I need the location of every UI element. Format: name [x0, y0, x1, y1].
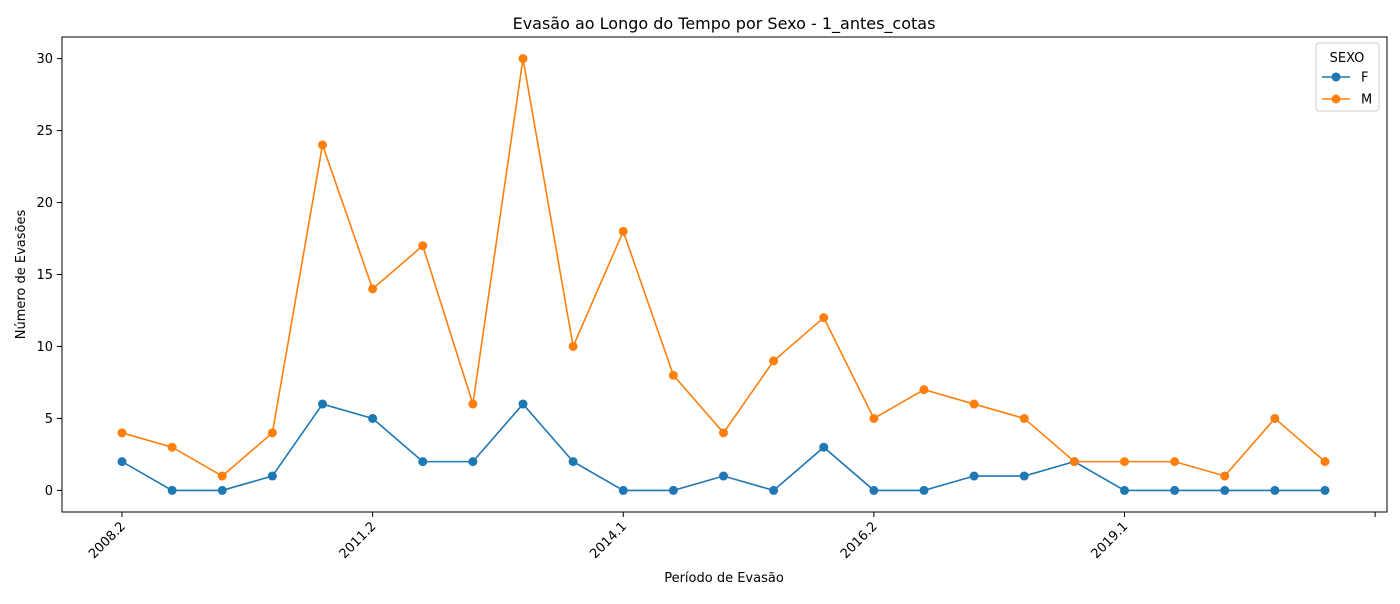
data-point — [318, 399, 327, 409]
data-point — [418, 241, 428, 251]
y-tick-label: 15 — [36, 268, 53, 283]
x-tick-label: 2014.1 — [587, 519, 630, 562]
data-point — [869, 413, 879, 423]
data-point — [1170, 485, 1180, 495]
data-point — [919, 485, 929, 495]
data-point — [1270, 413, 1280, 423]
legend-title: SEXO — [1330, 51, 1365, 66]
data-point — [819, 442, 829, 452]
data-point — [318, 140, 327, 150]
y-tick-label: 0 — [45, 484, 53, 499]
data-point — [1270, 485, 1280, 495]
y-tick-label: 5 — [45, 412, 53, 427]
y-axis-label: Número de Evasões — [14, 210, 29, 340]
data-point — [668, 370, 678, 380]
data-point — [869, 485, 879, 495]
data-point — [368, 284, 378, 294]
data-point — [1120, 457, 1129, 467]
data-point — [1220, 471, 1230, 481]
data-point — [668, 485, 678, 495]
data-point — [618, 485, 628, 495]
data-point — [368, 413, 378, 423]
legend-label: M — [1361, 93, 1372, 108]
data-point — [719, 471, 728, 481]
y-tick-label: 20 — [36, 196, 53, 211]
data-point — [468, 399, 478, 409]
legend-marker — [1331, 94, 1341, 104]
data-point — [1320, 457, 1330, 467]
plot-area — [61, 36, 1388, 513]
data-point — [1019, 471, 1029, 481]
data-point — [618, 226, 628, 236]
data-point — [518, 399, 528, 409]
data-point — [1320, 485, 1330, 495]
data-point — [568, 457, 578, 467]
y-tick-label: 30 — [36, 52, 53, 67]
x-axis-label: Período de Evasão — [664, 571, 784, 586]
data-point — [167, 485, 177, 495]
y-tick-label: 10 — [36, 340, 53, 355]
legend-label: F — [1361, 71, 1368, 86]
data-point — [117, 428, 127, 438]
data-point — [969, 471, 979, 481]
data-point — [819, 313, 829, 323]
data-point — [1120, 485, 1129, 495]
data-point — [468, 457, 478, 467]
legend: SEXO FM — [1315, 42, 1380, 112]
x-tick-label: 2016.2 — [838, 519, 881, 562]
chart-title: Evasão ao Longo do Tempo por Sexo - 1_an… — [513, 14, 936, 34]
series-M — [117, 54, 1330, 481]
x-tick-label: 2011.2 — [337, 519, 380, 562]
data-point — [167, 442, 177, 452]
x-tick-label: 2008.2 — [86, 519, 129, 562]
data-point — [267, 428, 277, 438]
data-point — [1019, 413, 1029, 423]
data-point — [969, 399, 979, 409]
series-F — [117, 399, 1330, 495]
legend-marker — [1331, 72, 1341, 82]
data-point — [217, 471, 227, 481]
y-tick-label: 25 — [36, 124, 53, 139]
data-point — [117, 457, 127, 467]
data-point — [1170, 457, 1180, 467]
data-point — [769, 356, 779, 366]
data-point — [418, 457, 428, 467]
data-point — [568, 341, 578, 351]
data-point — [919, 385, 929, 395]
data-point — [769, 485, 779, 495]
data-point — [267, 471, 277, 481]
x-tick-label: 2019.1 — [1089, 519, 1132, 562]
data-point — [1220, 485, 1230, 495]
data-point — [1069, 457, 1079, 467]
series-line — [121, 58, 1326, 477]
data-point — [217, 485, 227, 495]
data-point — [518, 54, 528, 64]
data-point — [719, 428, 728, 438]
